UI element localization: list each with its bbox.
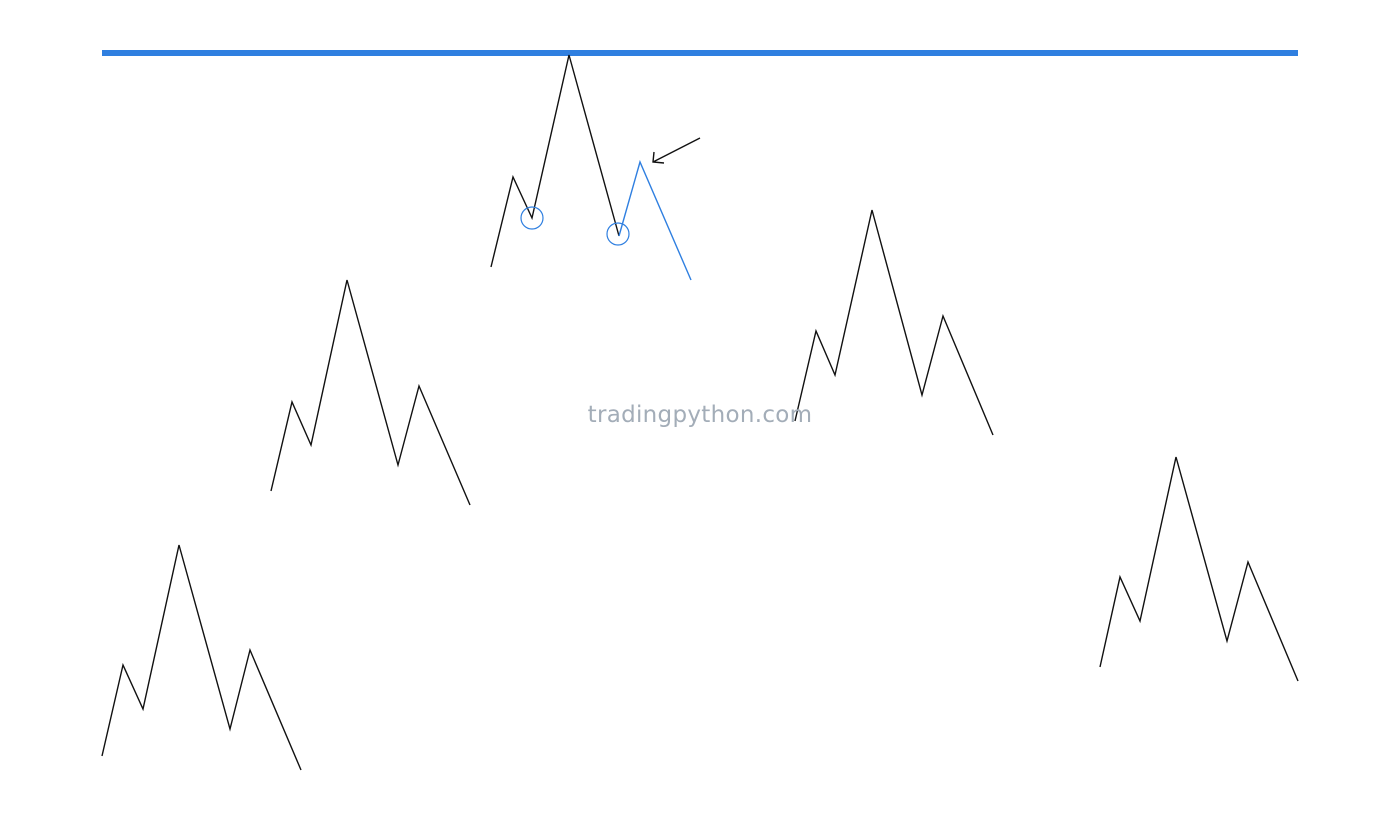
neckline-circle-right <box>606 222 630 246</box>
pattern-far-right <box>1099 456 1299 682</box>
watermark-text: tradingpython.com <box>588 402 813 428</box>
pattern-bottom-left <box>101 544 302 771</box>
arrow-left-down-icon <box>652 137 701 164</box>
pattern-center-right <box>794 209 994 436</box>
pattern-left-middle <box>270 279 471 506</box>
neckline-circle-left <box>520 206 544 230</box>
pattern-top-black <box>490 54 620 268</box>
pattern-top-blue-leg <box>618 159 692 281</box>
